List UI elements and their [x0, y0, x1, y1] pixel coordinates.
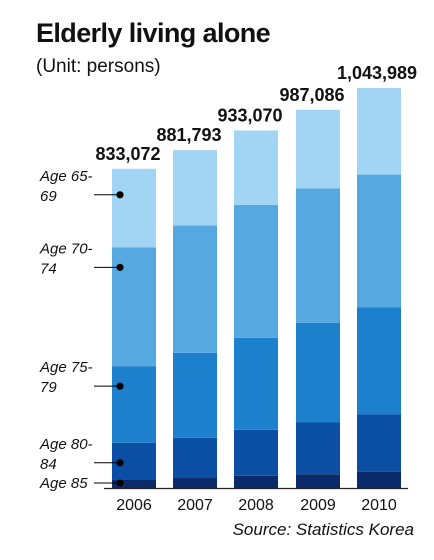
bar-segment-2008-age-85 — [234, 475, 278, 488]
total-label-2010: 1,043,989 — [337, 63, 417, 83]
total-label-2009: 987,086 — [279, 85, 344, 105]
series-label-age-80-84: Age 80- 84 — [39, 436, 93, 473]
x-tick-label-2010: 2010 — [361, 497, 397, 514]
x-tick-label-2009: 2009 — [300, 497, 336, 514]
bar-segment-2008-age-70-74 — [234, 204, 278, 338]
bar-segment-2006-age-65-69 — [112, 168, 156, 248]
total-label-2006: 833,072 — [95, 144, 160, 164]
bar-segment-2009-age-85 — [296, 474, 340, 488]
bar-segment-2007-age-75-79 — [173, 352, 217, 438]
series-label-line: Age 70- — [39, 240, 93, 257]
total-label-2008: 933,070 — [217, 105, 282, 125]
bar-segment-2009-age-80-84 — [296, 422, 340, 475]
bar-segment-2006-age-85 — [112, 479, 156, 488]
bar-segment-2007-age-65-69 — [173, 150, 217, 226]
series-label-line: 84 — [40, 456, 57, 473]
series-label-age-75-79: Age 75- 79 — [39, 359, 93, 396]
bar-segment-2010-age-65-69 — [357, 88, 401, 175]
series-label-age-65-69: Age 65- 69 — [39, 168, 93, 205]
bar-segment-2008-age-80-84 — [234, 429, 278, 476]
bar-segment-2009-age-65-69 — [296, 109, 340, 189]
bar-segment-2008-age-75-79 — [234, 337, 278, 430]
bar-segment-2010-age-85 — [357, 471, 401, 488]
bar-segment-2006-age-75-79 — [112, 366, 156, 443]
series-label-line: 74 — [40, 260, 57, 277]
bar-segment-2007-age-85 — [173, 478, 217, 488]
series-label-line: Age 65- — [39, 168, 93, 185]
x-tick-label-2007: 2007 — [177, 497, 213, 514]
bar-segment-2009-age-75-79 — [296, 322, 340, 423]
total-label-2007: 881,793 — [156, 125, 221, 145]
series-label-line: 69 — [40, 188, 57, 205]
bar-segment-2010-age-70-74 — [357, 174, 401, 308]
bar-segment-2007-age-80-84 — [173, 437, 217, 479]
series-label-line: Age 75- — [39, 359, 93, 376]
series-label-line: 79 — [40, 379, 57, 396]
series-label-age-70-74: Age 70- 74 — [39, 240, 93, 277]
series-label-age-85: Age 85 — [39, 475, 88, 492]
bar-segment-2007-age-70-74 — [173, 225, 217, 353]
bar-segment-2008-age-65-69 — [234, 130, 278, 205]
series-label-line: Age 80- — [39, 436, 93, 453]
series-label-line: Age 85 — [39, 475, 88, 492]
chart-title: Elderly living alone — [36, 18, 271, 48]
bar-segment-2010-age-75-79 — [357, 307, 401, 415]
bar-segment-2010-age-80-84 — [357, 414, 401, 472]
x-tick-label-2006: 2006 — [116, 497, 152, 514]
x-tick-label-2008: 2008 — [238, 497, 274, 514]
bar-segment-2009-age-70-74 — [296, 188, 340, 323]
source-note: Source: Statistics Korea — [232, 520, 414, 539]
unit-subtitle: (Unit: persons) — [36, 56, 161, 77]
